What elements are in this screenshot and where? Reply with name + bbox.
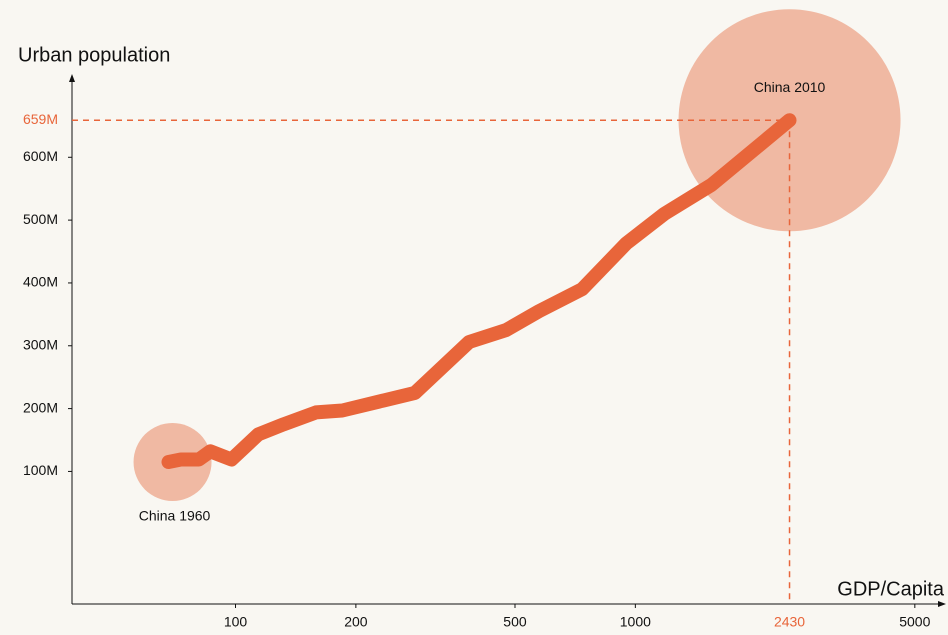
x-axis-arrow [938,601,946,607]
x-tick-label: 100 [224,614,248,630]
x-tick-label: 200 [344,614,368,630]
y-tick-label: 300M [23,336,58,352]
y-axis-title: Urban population [18,44,170,66]
highlight-y-label: 659M [23,111,58,127]
end-label: China 2010 [754,79,826,95]
y-tick-label: 100M [23,462,58,478]
highlight-x-label: 2430 [774,614,805,630]
y-tick-label: 200M [23,399,58,415]
y-tick-label: 600M [23,148,58,164]
y-tick-label: 400M [23,274,58,290]
start-label: China 1960 [139,508,211,524]
y-tick-label: 500M [23,211,58,227]
x-axis-title: GDP/Capita [837,578,945,600]
x-tick-label: 5000 [899,614,930,630]
trail-line [161,113,797,469]
x-tick-label: 1000 [620,614,651,630]
y-axis-arrow [69,74,75,82]
x-tick-label: 500 [503,614,527,630]
